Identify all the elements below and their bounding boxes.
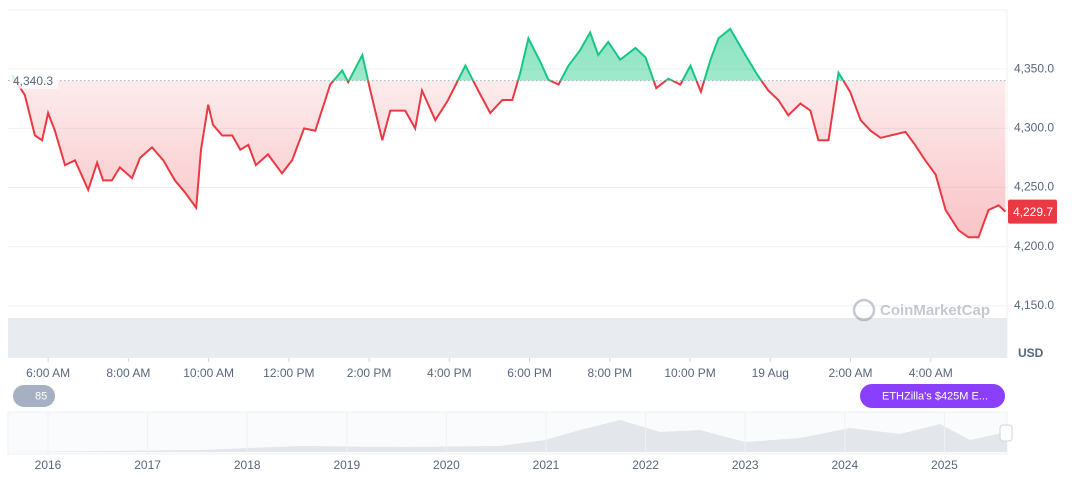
baseline-label: 4,340.3	[13, 74, 53, 88]
x-tick-label: 12:00 PM	[263, 366, 314, 380]
news-text: ETHZilla's $425M E...	[882, 390, 988, 402]
news-pill[interactable]	[860, 384, 1005, 408]
x-tick-label: 19 Aug	[752, 366, 789, 380]
y-tick-label: 4,300.0	[1014, 121, 1054, 135]
current-price-label: 4,229.7	[1013, 205, 1053, 219]
year-label: 2023	[732, 458, 759, 472]
x-tick-label: 10:00 PM	[664, 366, 715, 380]
year-label: 2024	[831, 458, 858, 472]
badge-text: 85	[35, 390, 47, 402]
x-tick-label: 10:00 AM	[183, 366, 234, 380]
year-label: 2021	[533, 458, 560, 472]
x-tick-label: 4:00 AM	[909, 366, 953, 380]
y-tick-label: 4,250.0	[1014, 180, 1054, 194]
year-label: 2017	[134, 458, 161, 472]
year-label: 2019	[333, 458, 360, 472]
volume-band	[8, 318, 1007, 358]
x-tick-label: 6:00 PM	[507, 366, 552, 380]
x-tick-label: 8:00 AM	[106, 366, 150, 380]
y-tick-label: 4,150.0	[1014, 298, 1054, 312]
price-line-below	[14, 80, 1007, 239]
baseline-label-bg	[10, 72, 58, 89]
area-below	[15, 80, 1006, 238]
watermark: CoinMarketCap	[852, 298, 990, 322]
x-tick-label: 4:00 PM	[427, 366, 472, 380]
x-tick-label: 2:00 AM	[829, 366, 873, 380]
price-line-above	[11, 27, 845, 81]
x-tick-label: 2:00 PM	[347, 366, 392, 380]
year-label: 2022	[632, 458, 659, 472]
badge[interactable]	[13, 385, 55, 407]
year-label: 2020	[433, 458, 460, 472]
currency: USD	[1018, 346, 1044, 360]
navigator-handle[interactable]	[999, 424, 1013, 442]
year-label: 2025	[931, 458, 958, 472]
navigator-area	[8, 420, 1007, 452]
watermark-text: CoinMarketCap	[880, 302, 990, 319]
year-label: 2016	[35, 458, 62, 472]
current-price-box	[1008, 199, 1057, 224]
y-tick-label: 4,200.0	[1014, 239, 1054, 253]
x-tick-label: 6:00 AM	[26, 366, 70, 380]
year-label: 2018	[234, 458, 261, 472]
x-tick-label: 8:00 PM	[587, 366, 632, 380]
y-tick-label: 4,350.0	[1014, 61, 1054, 75]
